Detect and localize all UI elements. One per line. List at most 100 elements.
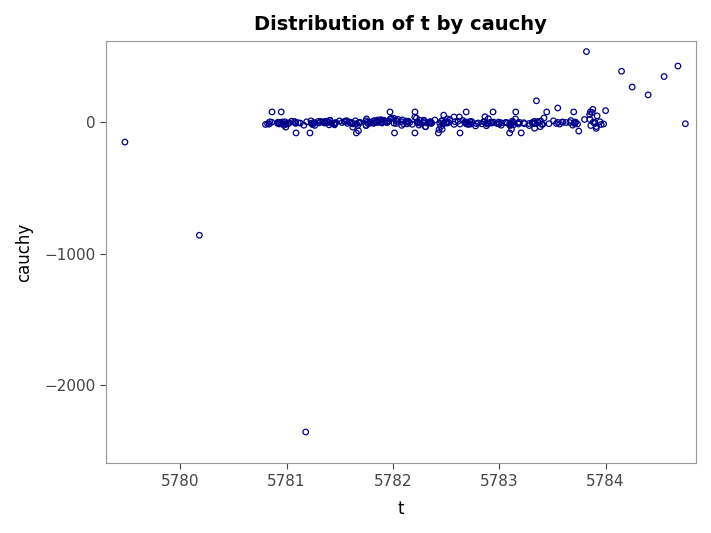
Point — [278, 121, 289, 130]
Point — [306, 119, 317, 128]
Point — [584, 108, 596, 116]
Point — [389, 128, 400, 137]
Point — [532, 117, 543, 126]
Point — [290, 118, 301, 127]
Point — [514, 118, 525, 127]
Point — [504, 119, 515, 127]
Point — [420, 123, 432, 131]
Point — [368, 118, 380, 127]
Point — [466, 117, 477, 126]
Point — [460, 118, 471, 127]
Point — [413, 121, 424, 130]
Point — [529, 119, 540, 128]
Point — [413, 118, 424, 127]
Point — [323, 118, 334, 126]
Point — [369, 116, 380, 125]
Point — [307, 119, 319, 127]
Point — [529, 117, 540, 126]
Point — [485, 118, 496, 127]
Point — [442, 117, 453, 126]
Point — [584, 110, 595, 119]
Point — [587, 108, 598, 117]
Point — [587, 105, 599, 114]
Point — [437, 125, 448, 133]
Point — [481, 118, 492, 127]
Point — [486, 119, 498, 127]
Point — [381, 118, 392, 127]
Point — [508, 120, 519, 129]
Point — [342, 119, 353, 128]
Point — [523, 119, 535, 128]
Point — [276, 119, 287, 128]
Point — [565, 116, 577, 125]
Point — [338, 117, 350, 126]
Point — [478, 118, 489, 126]
Point — [461, 119, 472, 128]
Point — [449, 117, 461, 126]
Point — [365, 118, 376, 126]
Point — [333, 117, 345, 125]
Point — [672, 62, 683, 70]
Point — [307, 120, 319, 129]
Point — [410, 108, 421, 116]
Point — [315, 117, 326, 126]
Point — [348, 119, 359, 128]
Point — [496, 121, 507, 130]
Point — [424, 119, 435, 127]
Point — [500, 118, 511, 127]
Point — [266, 118, 277, 126]
Point — [557, 118, 568, 127]
Title: Distribution of t by cauchy: Distribution of t by cauchy — [255, 15, 547, 34]
Point — [353, 118, 364, 127]
Point — [596, 120, 607, 129]
Point — [422, 119, 433, 127]
Point — [570, 118, 581, 126]
Point — [396, 121, 407, 130]
Point — [409, 113, 420, 122]
Point — [535, 123, 546, 131]
Point — [481, 119, 493, 127]
Point — [344, 118, 356, 126]
Point — [353, 118, 365, 127]
Point — [483, 115, 494, 123]
Point — [274, 118, 285, 127]
Point — [482, 120, 493, 128]
Point — [506, 121, 517, 130]
Point — [538, 114, 550, 122]
Point — [487, 108, 498, 116]
Point — [513, 120, 524, 128]
Point — [324, 116, 336, 125]
Point — [373, 118, 384, 127]
Point — [410, 128, 421, 137]
Point — [442, 115, 453, 123]
Point — [401, 119, 412, 128]
Point — [560, 118, 572, 127]
Point — [598, 120, 609, 128]
Point — [313, 117, 324, 126]
Point — [298, 121, 309, 130]
Point — [368, 119, 379, 127]
Point — [306, 119, 317, 127]
Point — [402, 117, 414, 126]
Point — [479, 112, 491, 121]
Point — [119, 138, 131, 147]
Point — [275, 118, 287, 127]
Point — [360, 117, 372, 125]
Point — [264, 118, 275, 126]
Point — [329, 119, 341, 127]
Point — [460, 118, 471, 127]
Point — [533, 118, 544, 127]
Point — [319, 118, 330, 127]
Point — [386, 114, 397, 123]
Point — [274, 118, 285, 127]
Point — [290, 128, 301, 137]
Point — [483, 119, 494, 127]
Point — [449, 120, 460, 128]
Point — [600, 107, 611, 115]
Point — [352, 122, 363, 130]
Point — [461, 108, 472, 116]
Point — [444, 115, 456, 124]
Point — [330, 118, 341, 127]
Point — [415, 119, 426, 127]
Point — [481, 122, 492, 130]
